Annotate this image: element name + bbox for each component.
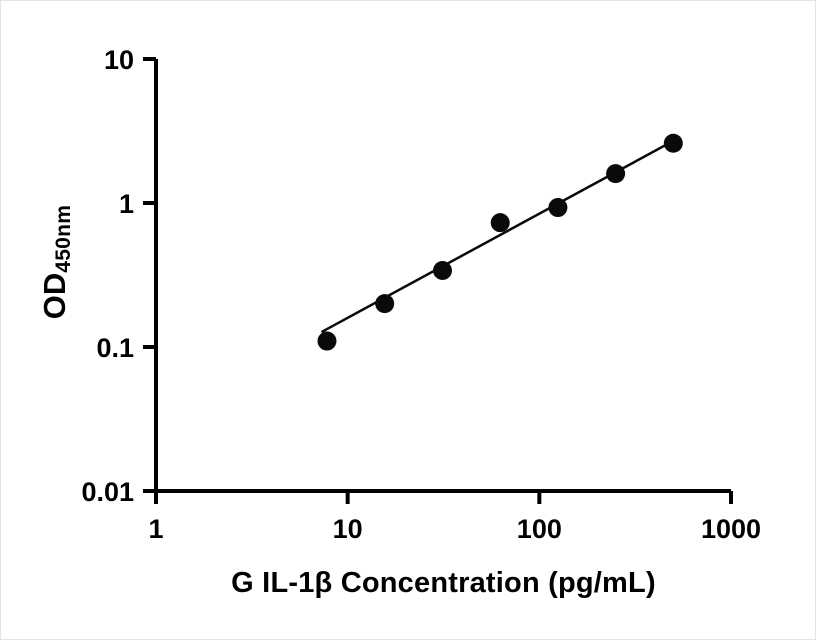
x-tick-label: 10 — [333, 514, 363, 544]
y-tick-label: 10 — [104, 45, 134, 75]
data-point — [375, 294, 395, 314]
data-point — [490, 213, 510, 233]
y-axis-title-main: OD — [37, 272, 72, 320]
y-tick-label: 0.01 — [81, 477, 134, 507]
x-tick-label: 100 — [517, 514, 562, 544]
y-axis-title: OD450nm — [34, 112, 76, 412]
data-point — [433, 260, 453, 280]
x-tick-label: 1000 — [701, 514, 761, 544]
data-point — [548, 198, 568, 218]
data-point — [317, 331, 337, 351]
y-tick-label: 1 — [119, 189, 134, 219]
data-point — [606, 164, 626, 184]
data-point — [663, 133, 683, 153]
y-axis-title-subscript: 450nm — [52, 204, 75, 273]
x-tick-label: 1 — [148, 514, 163, 544]
x-axis-title: G IL-1β Concentration (pg/mL) — [231, 567, 656, 599]
y-tick-label: 0.1 — [96, 333, 134, 363]
